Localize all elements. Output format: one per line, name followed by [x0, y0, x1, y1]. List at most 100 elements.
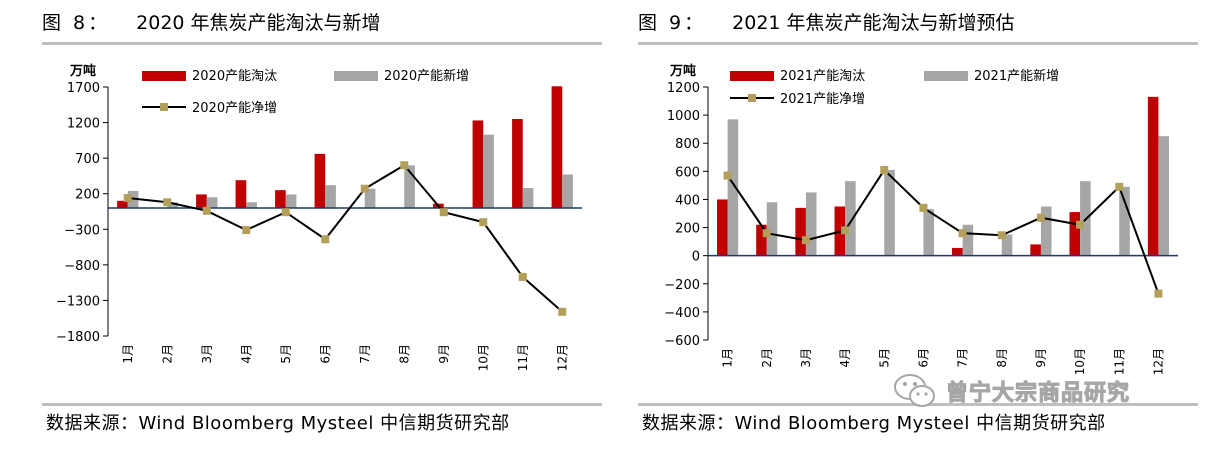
net-point	[723, 171, 732, 180]
x-tick-label: 3月	[799, 348, 813, 368]
y-tick-label: 800	[675, 137, 700, 152]
net-point	[801, 236, 810, 245]
y-tick-label: 600	[675, 165, 700, 180]
net-point	[841, 226, 850, 235]
net-point	[762, 229, 771, 238]
watermark-text: 曾宁大宗商品研究	[945, 381, 1131, 407]
bar-add	[1158, 136, 1169, 256]
bar-retire	[117, 200, 128, 208]
legend-swatch-retire	[730, 71, 774, 81]
net-point	[1036, 213, 1045, 222]
legend-label-retire: 2021产能淘汰	[780, 69, 865, 84]
bar-add	[483, 134, 494, 208]
net-point	[479, 218, 488, 227]
y-tick-label: 200	[75, 188, 100, 203]
net-line	[127, 163, 563, 313]
chart-svg: −600 −400 −200 0 200 400 600 800 1000 1200 万吨 1月 2月 3…	[664, 63, 1178, 375]
y-tick-label: −400	[664, 306, 700, 321]
legend-label-add: 2021产能新增	[974, 68, 1059, 84]
y-tick-label: 0	[692, 250, 700, 265]
legend-label-retire: 2020产能淘汰	[192, 69, 277, 84]
bar-add	[206, 197, 218, 208]
bar-add	[364, 188, 376, 208]
bar-retire	[756, 224, 767, 256]
bar-retire	[795, 207, 806, 256]
legend-label-net: 2020产能净增	[192, 101, 277, 116]
source-note: 数据来源：Wind Bloomberg Mysteel 中信期货研究部	[46, 413, 510, 434]
x-tick-label: 8月	[397, 344, 411, 364]
bar-add	[167, 202, 178, 208]
x-tick-label: 11月	[516, 344, 530, 371]
bar-retire	[1030, 244, 1041, 256]
net-point	[1115, 182, 1124, 191]
source-rule	[42, 403, 602, 406]
bar-retire	[512, 119, 523, 208]
bar-add	[285, 194, 297, 208]
net-point	[1154, 289, 1163, 298]
bar-retire	[472, 120, 484, 208]
title-rule	[42, 42, 602, 45]
chart-svg: −1800 −1300 −800 −300 200 700 1200 1700 万吨 1月 2月 3月…	[56, 63, 582, 371]
x-tick-label: 7月	[358, 344, 372, 364]
bar-add	[766, 202, 778, 256]
y-tick-label: 1200	[67, 117, 100, 132]
y-tick-label: −200	[664, 278, 700, 293]
bar-retire	[275, 190, 286, 208]
watermark: 曾宁大宗商品研究	[892, 368, 1130, 414]
legend-label-add: 2020产能新增	[384, 68, 469, 84]
net-point	[321, 235, 330, 244]
legend-swatch-add	[924, 71, 968, 81]
bar-add	[884, 169, 895, 256]
bar-add	[923, 209, 934, 256]
bar-add	[845, 181, 856, 256]
figure-title: 图 9： 2021 年焦炭产能淘汰与新增预估	[638, 8, 1015, 35]
net-point	[919, 203, 928, 212]
x-tick-label: 2月	[160, 344, 174, 364]
source-note: 数据来源：Wind Bloomberg Mysteel 中信期货研究部	[642, 413, 1106, 434]
net-point	[163, 198, 172, 207]
x-tick-label: 2月	[760, 348, 774, 368]
legend-swatch-retire	[142, 71, 186, 81]
y-tick-label: −1300	[56, 294, 100, 309]
x-tick-label: 3月	[200, 344, 214, 364]
net-point	[123, 193, 132, 202]
x-tick-label: 10月	[1073, 348, 1087, 375]
y-tick-label: 700	[75, 152, 100, 167]
bar-add	[522, 188, 534, 208]
bar-retire	[196, 194, 207, 208]
y-tick-label: 400	[675, 193, 700, 208]
x-tick-label: 1月	[121, 344, 135, 364]
bar-add	[962, 224, 974, 256]
x-tick-label: 6月	[916, 348, 930, 368]
bar-add	[805, 192, 817, 256]
legend-swatch-net-marker	[160, 103, 168, 111]
net-point	[558, 307, 567, 316]
x-tick-label: 9月	[437, 344, 451, 364]
figure-label: 图 8：	[42, 12, 111, 34]
bar-add	[562, 174, 573, 208]
net-point	[360, 184, 369, 193]
x-tick-label: 4月	[239, 344, 253, 364]
bar-add	[1119, 186, 1130, 256]
x-tick-label: 1月	[721, 348, 735, 368]
x-tick-label: 6月	[318, 344, 332, 364]
net-point	[439, 208, 448, 217]
figure-title: 图 8： 2020 年焦炭产能淘汰与新增	[42, 8, 381, 35]
net-line	[726, 168, 1160, 294]
y-tick-label: 1700	[67, 81, 100, 96]
bar-add	[325, 185, 336, 208]
net-point	[518, 272, 527, 281]
x-tick-label: 9月	[1034, 348, 1048, 368]
x-tick-label: 12月	[555, 344, 569, 371]
bar-add	[727, 119, 739, 256]
net-point	[997, 231, 1006, 240]
y-tick-label: −1800	[56, 330, 100, 345]
legend-label-net: 2021产能净增	[780, 92, 865, 107]
x-tick-label: 12月	[1151, 348, 1165, 375]
bar-retire	[952, 247, 963, 256]
net-point	[958, 229, 967, 238]
y-tick-label: 1000	[667, 109, 700, 124]
bar-add	[1040, 206, 1052, 256]
legend-swatch-add	[334, 71, 378, 81]
x-tick-label: 5月	[279, 344, 293, 364]
